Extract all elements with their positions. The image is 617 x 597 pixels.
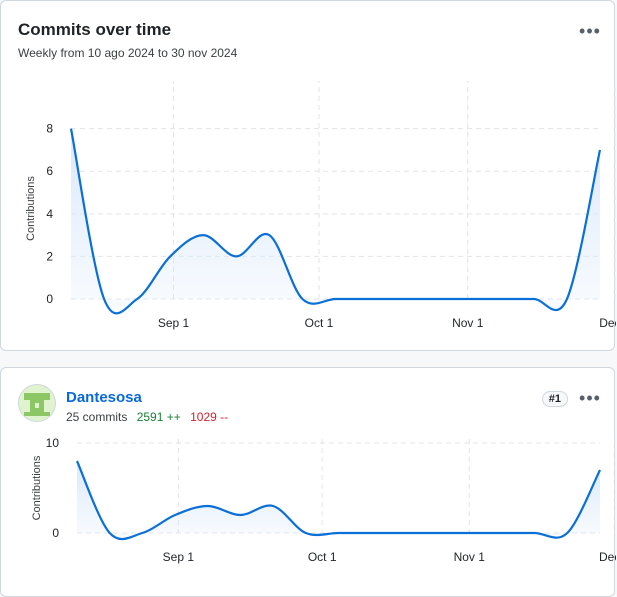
chart-title: Commits over time <box>18 20 172 39</box>
area-fill <box>71 128 600 314</box>
y-tick-label: 2 <box>46 249 53 263</box>
y-axis-label: Contributions <box>31 455 43 520</box>
commits-over-time-card: Commits over time Weekly from 10 ago 202… <box>0 0 616 351</box>
x-tick-label: Dec 1 <box>599 316 616 330</box>
y-tick-label: 4 <box>46 207 53 221</box>
y-tick-label: 0 <box>46 292 53 306</box>
contributor-card: Dantesosa 25 commits 2591 ++ 1029 -- #1 … <box>0 367 616 597</box>
x-tick-label: Sep 1 <box>163 550 195 564</box>
y-tick-label: 10 <box>46 438 60 450</box>
contributor-name-link[interactable]: Dantesosa <box>66 389 142 406</box>
x-tick-label: Dec 1 <box>599 550 616 564</box>
y-tick-label: 0 <box>52 526 59 540</box>
kebab-horizontal-icon[interactable]: ••• <box>579 388 601 408</box>
additions-count: 2591 ++ <box>136 410 181 424</box>
area-fill <box>77 461 600 540</box>
contributor-commits-chart: 0 10 Sep 1 Oct 1 Nov 1 Dec 1 Contributions <box>31 438 616 564</box>
y-axis-label: Contributions <box>25 176 37 241</box>
identicon-icon <box>24 393 50 416</box>
series-line <box>69 128 602 315</box>
rank-badge: #1 <box>541 391 568 407</box>
y-tick-label: 8 <box>46 122 53 136</box>
y-tick-label: 6 <box>46 164 53 178</box>
x-tick-label: Oct 1 <box>305 316 334 330</box>
series-line <box>75 460 601 541</box>
x-tick-label: Nov 1 <box>452 316 484 330</box>
chart-subtitle: Weekly from 10 ago 2024 to 30 nov 2024 <box>18 46 238 60</box>
x-tick-label: Sep 1 <box>158 316 190 330</box>
x-tick-label: Nov 1 <box>454 550 486 564</box>
contributor-stats: 25 commits 2591 ++ 1029 -- <box>66 410 228 424</box>
x-tick-label: Oct 1 <box>308 550 337 564</box>
deletions-count: 1029 -- <box>190 410 229 424</box>
avatar[interactable] <box>18 384 56 422</box>
commits-chart: 0 2 4 6 8 Sep 1 Oct 1 Nov 1 Dec 1 Contributions <box>25 81 616 330</box>
kebab-horizontal-icon[interactable]: ••• <box>579 21 601 41</box>
commit-count: 25 commits <box>66 410 128 424</box>
